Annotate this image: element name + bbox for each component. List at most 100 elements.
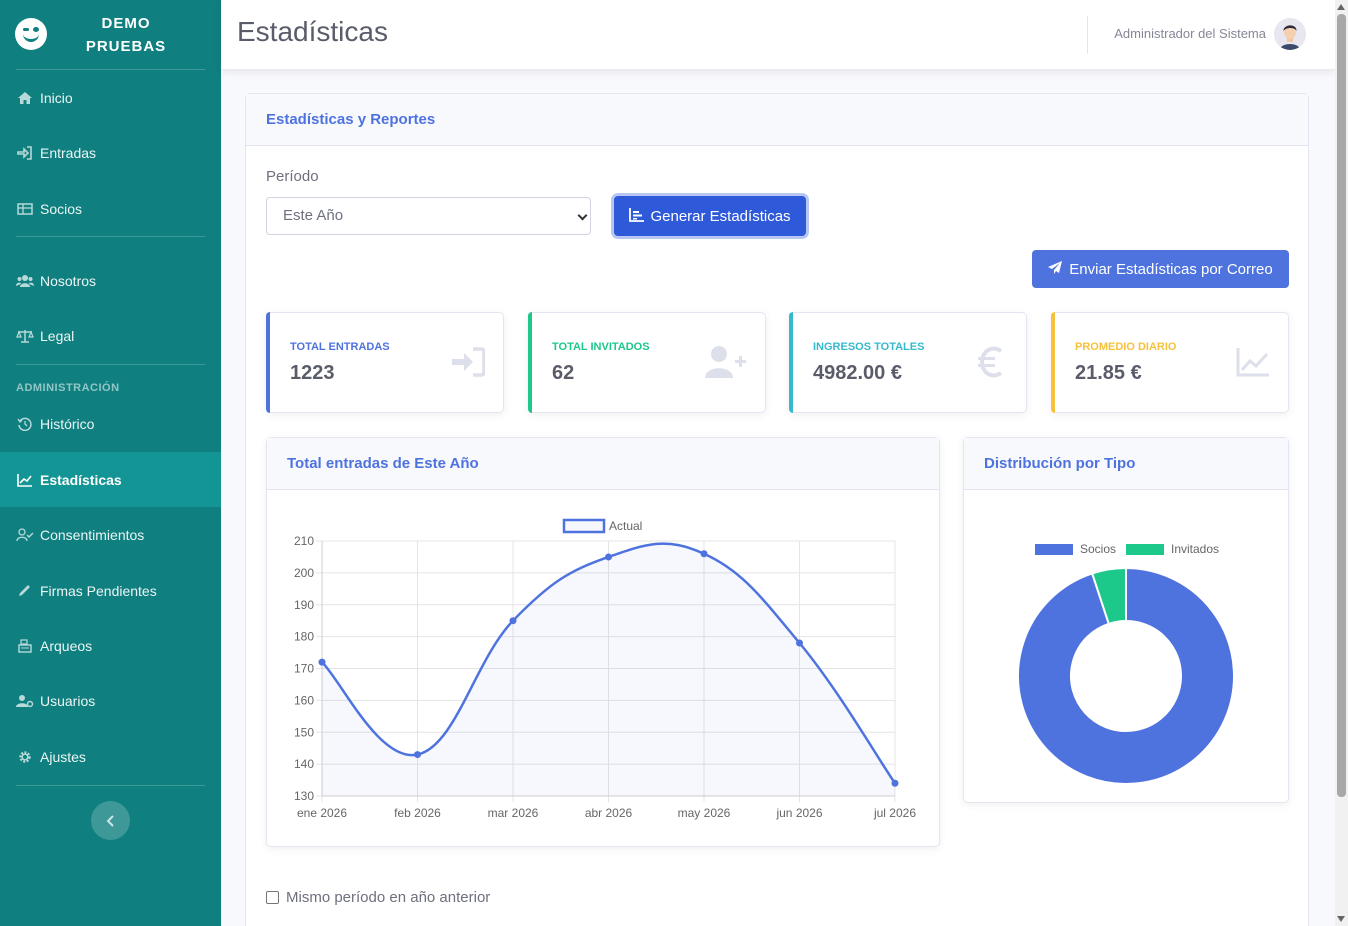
y-tick-label: 200 <box>294 566 314 580</box>
history-icon <box>16 417 34 431</box>
x-tick-label: jun 2026 <box>775 806 822 820</box>
legend-label-socios: Socios <box>1080 542 1116 556</box>
x-tick-label: feb 2026 <box>394 806 441 820</box>
x-tick-label: may 2026 <box>678 806 731 820</box>
sidebar-item-estadisticas[interactable]: Estadísticas <box>0 452 221 507</box>
sign-in-icon <box>16 145 34 160</box>
stat-card-promedio-diario: PROMEDIO DIARIO 21.85 € <box>1051 312 1289 413</box>
legend-label-actual: Actual <box>609 519 642 533</box>
stat-accent-bar <box>528 312 532 413</box>
send-statistics-email-button[interactable]: Enviar Estadísticas por Correo <box>1032 250 1289 288</box>
generate-statistics-button[interactable]: Generar Estadísticas <box>614 196 806 236</box>
compare-previous-year-row[interactable]: Mismo período en año anterior <box>266 889 490 906</box>
stat-accent-bar <box>789 312 793 413</box>
period-select[interactable]: Este Año <box>266 197 591 235</box>
stat-accent-bar <box>266 312 270 413</box>
data-point[interactable] <box>891 779 899 787</box>
legend-swatch-invitados <box>1126 544 1164 555</box>
sidebar-item-socios[interactable]: Socios <box>0 181 221 236</box>
sidebar-item-arqueos[interactable]: Arqueos <box>0 618 221 673</box>
donut-chart: Socios Invitados <box>1017 542 1235 785</box>
sidebar-divider <box>16 69 205 70</box>
x-tick-label: abr 2026 <box>585 806 633 820</box>
data-point[interactable] <box>509 617 517 625</box>
legend-swatch-socios <box>1035 544 1073 555</box>
user-name[interactable]: Administrador del Sistema <box>1114 26 1266 41</box>
sidebar-item-ajustes[interactable]: Ajustes <box>0 729 221 784</box>
gear-icon <box>16 750 34 764</box>
brand[interactable]: DEMO PRUEBAS <box>0 0 221 69</box>
sidebar-item-nosotros[interactable]: Nosotros <box>0 253 221 308</box>
stat-accent-bar <box>1051 312 1055 413</box>
period-label: Período <box>266 168 319 185</box>
scrollbar-thumb[interactable] <box>1337 14 1346 797</box>
send-statistics-email-label: Enviar Estadísticas por Correo <box>1069 260 1273 278</box>
stat-card-total-entradas: TOTAL ENTRADAS 1223 <box>266 312 504 413</box>
donut-chart-title: Distribución por Tipo <box>964 438 1288 490</box>
sidebar-item-consentimientos[interactable]: Consentimientos <box>0 507 221 562</box>
y-tick-label: 150 <box>294 725 314 739</box>
y-tick-label: 140 <box>294 757 314 771</box>
topbar: Estadísticas Administrador del Sistema <box>221 0 1335 69</box>
user-plus-icon <box>705 345 747 379</box>
sign-in-icon <box>451 345 485 379</box>
stat-value: 4982.00 € <box>813 362 902 384</box>
data-point[interactable] <box>796 639 803 647</box>
series-area-actual <box>322 543 895 796</box>
topbar-divider <box>1087 16 1088 54</box>
data-point[interactable] <box>318 658 326 666</box>
page-scrollbar[interactable] <box>1335 0 1348 926</box>
line-chart-title: Total entradas de Este Año <box>267 438 939 490</box>
stat-label: PROMEDIO DIARIO <box>1075 341 1177 353</box>
avatar[interactable] <box>1274 18 1306 50</box>
sidebar-item-entradas[interactable]: Entradas <box>0 125 221 180</box>
home-icon <box>16 91 34 105</box>
x-tick-label: ene 2026 <box>297 806 347 820</box>
sidebar-item-firmas-pendientes[interactable]: Firmas Pendientes <box>0 563 221 618</box>
chart-bar-icon <box>629 207 645 225</box>
line-chart: 130 140 150 160 170 180 190 200 210 ene 2026 feb 2… <box>294 518 916 820</box>
page-title: Estadísticas <box>237 16 388 47</box>
chart-line-icon <box>1236 345 1270 379</box>
sidebar-toggle-button[interactable] <box>91 801 130 840</box>
stat-card-ingresos-totales: INGRESOS TOTALES 4982.00 € <box>789 312 1027 413</box>
stat-label: TOTAL INVITADOS <box>552 341 650 353</box>
y-tick-label: 180 <box>294 630 314 644</box>
compare-previous-year-checkbox[interactable] <box>266 891 279 904</box>
y-tick-label: 210 <box>294 534 314 548</box>
sidebar-item-label: Inicio <box>40 89 73 106</box>
scroll-down-arrow-icon[interactable] <box>1337 916 1345 922</box>
period-select-value: Este Año <box>283 207 344 224</box>
y-tick-label: 160 <box>294 693 314 707</box>
sidebar-item-usuarios[interactable]: Usuarios <box>0 673 221 728</box>
donut-slice-invitados[interactable] <box>1090 566 1127 626</box>
sidebar-item-label: Usuarios <box>40 692 96 709</box>
cash-register-icon <box>16 638 34 653</box>
statistics-card: Estadísticas y Reportes Período Este Año… <box>245 93 1309 926</box>
sidebar-item-inicio[interactable]: Inicio <box>0 70 221 125</box>
sidebar-item-label: Legal <box>40 327 75 344</box>
sidebar-item-label: Consentimientos <box>40 526 145 543</box>
donut-slice-socios[interactable] <box>1017 566 1235 785</box>
y-tick-label: 170 <box>294 662 314 676</box>
brand-logo-icon <box>15 18 47 50</box>
data-point[interactable] <box>605 553 612 561</box>
sidebar-divider <box>16 785 205 786</box>
paper-plane-icon <box>1048 260 1063 278</box>
y-tick-label: 190 <box>294 598 314 612</box>
data-point[interactable] <box>700 550 708 558</box>
users-icon <box>16 274 34 288</box>
sidebar-divider <box>16 236 205 237</box>
chevron-down-icon <box>577 210 588 221</box>
stat-value: 21.85 € <box>1075 362 1142 384</box>
sidebar-item-label: Firmas Pendientes <box>40 582 157 599</box>
sidebar: DEMO PRUEBAS Inicio Entradas Socios Noso… <box>0 0 221 926</box>
euro-icon <box>974 345 1008 379</box>
data-point[interactable] <box>414 751 421 759</box>
sidebar-item-legal[interactable]: Legal <box>0 308 221 363</box>
scroll-up-arrow-icon[interactable] <box>1337 4 1345 10</box>
pen-icon <box>16 584 34 598</box>
sidebar-item-historico[interactable]: Histórico <box>0 396 221 451</box>
sidebar-item-label: Ajustes <box>40 748 86 765</box>
sidebar-item-label: Arqueos <box>40 637 93 654</box>
